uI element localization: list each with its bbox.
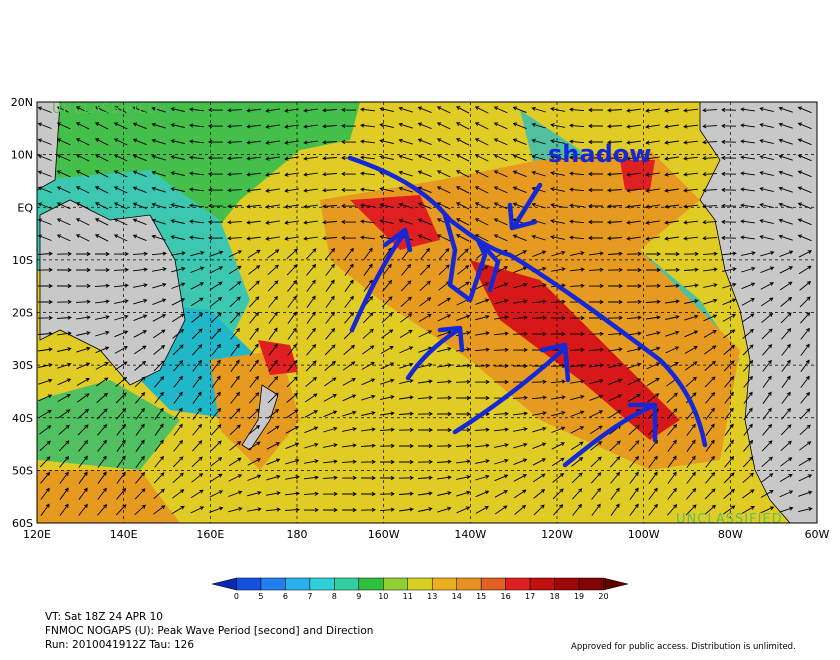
grid [37, 102, 817, 523]
lon-label: 120W [541, 528, 573, 541]
lon-label: 60W [805, 528, 830, 541]
field-red4 [258, 340, 298, 375]
colorbar-cell [211, 577, 237, 591]
land-asia [37, 102, 61, 191]
lat-label: 10S [12, 254, 33, 267]
land-australia [39, 199, 186, 386]
footer-line: VT: Sat 18Z 24 APR 10 [45, 611, 163, 623]
lat-label: EQ [17, 201, 33, 214]
colorbar-cell [431, 577, 457, 591]
colorbar-label: 0 [234, 592, 239, 601]
colorbar-label: 15 [476, 592, 486, 601]
annotation: shadow [548, 140, 651, 168]
colorbar-cell [334, 577, 360, 591]
lon-label: 180 [287, 528, 308, 541]
colorbar: 0 5 6 7 8 9 10 11 13 14 15 16 17 18 19 20 [211, 577, 629, 601]
footer-line: Run: 2010041912Z Tau: 126 [45, 639, 194, 651]
colorbar-label: 14 [452, 592, 462, 601]
lat-label: 50S [12, 464, 33, 477]
colorbar-cell [407, 577, 433, 591]
colorbar-cell [603, 577, 629, 591]
field-orange3 [37, 470, 180, 523]
colorbar-cell [309, 577, 335, 591]
annotation-marks [347, 155, 708, 468]
colorbar-label: 7 [307, 592, 312, 601]
colorbar-label: 9 [356, 592, 361, 601]
map-field: UNCLASSIFIED UNCLASSIFIED [37, 102, 817, 527]
colorbar-cell [236, 577, 262, 591]
field-green2 [37, 380, 180, 470]
colorbar-label: 16 [501, 592, 511, 601]
lon-labels: 120E 140E 160E 180 160W 140W 120W 100W 80W 60W [23, 528, 830, 541]
wave-arrows [37, 106, 813, 516]
colorbar-label: 6 [283, 592, 288, 601]
colorbar-cell [529, 577, 555, 591]
colorbar-label: 11 [403, 592, 413, 601]
lat-labels: 20N 10N EQ 10S 20S 30S 40S 50S 60S [11, 96, 34, 530]
colorbar-cell [285, 577, 311, 591]
field-red3 [620, 160, 655, 190]
colorbar-label: 18 [549, 592, 559, 601]
lon-label: 80W [718, 528, 743, 541]
lon-label: 140W [454, 528, 486, 541]
colorbar-label: 8 [332, 592, 337, 601]
colorbar-cell [456, 577, 482, 591]
colorbar-cell [383, 577, 409, 591]
lat-label: 60S [12, 517, 33, 530]
colorbar-cell [260, 577, 286, 591]
lat-label: 20S [12, 307, 33, 320]
lat-label: 40S [12, 412, 33, 425]
lon-label: 160W [368, 528, 400, 541]
map-frame [36, 101, 818, 524]
lon-label: 100W [628, 528, 660, 541]
colorbar-cell [480, 577, 506, 591]
colorbar-cell [505, 577, 531, 591]
field-red1 [350, 195, 440, 250]
colorbar-label: 20 [598, 592, 608, 601]
footer-line: FNMOC NOGAPS (U): Peak Wave Period [seco… [45, 625, 373, 637]
lon-label: 120E [23, 528, 51, 541]
lat-label: 30S [12, 359, 33, 372]
colorbar-cell [554, 577, 580, 591]
classification: UNCLASSIFIED [52, 102, 159, 117]
colorbar-cell [358, 577, 384, 591]
field-orange2 [210, 350, 300, 470]
lat-label: 20N [11, 96, 33, 109]
colorbar-label: 19 [574, 592, 584, 601]
colorbar-label: 10 [378, 592, 388, 601]
lon-label: 160E [196, 528, 224, 541]
colorbar-label: 17 [525, 592, 535, 601]
colorbar-label: 5 [258, 592, 263, 601]
lat-label: 10N [11, 149, 33, 162]
colorbar-label: 13 [427, 592, 437, 601]
disclaimer: Approved for public access. Distribution… [571, 642, 796, 652]
classification: UNCLASSIFIED [676, 512, 783, 527]
lon-label: 140E [110, 528, 138, 541]
colorbar-cell [578, 577, 604, 591]
